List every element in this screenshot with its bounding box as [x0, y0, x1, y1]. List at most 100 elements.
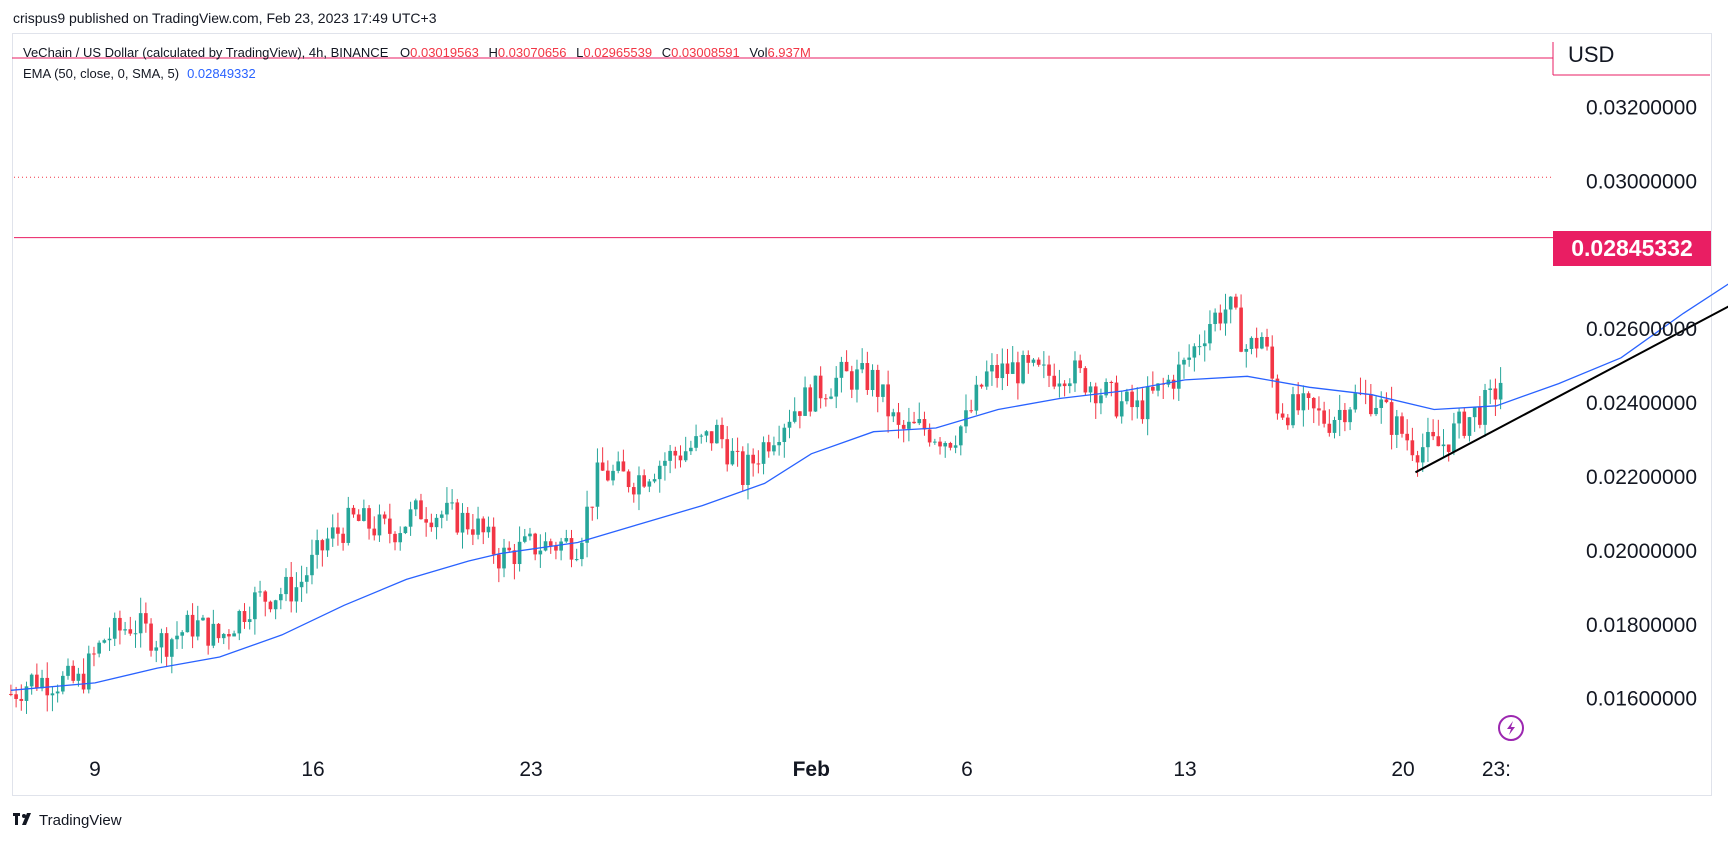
candle-body[interactable]: [76, 673, 81, 681]
candle-body[interactable]: [330, 527, 335, 539]
candle-body[interactable]: [543, 541, 548, 551]
candle-body[interactable]: [1187, 357, 1191, 360]
candle-body[interactable]: [522, 536, 527, 542]
candle-body[interactable]: [1067, 383, 1072, 387]
candle-body[interactable]: [1016, 362, 1020, 384]
candle-body[interactable]: [995, 365, 999, 379]
candle-body[interactable]: [92, 653, 96, 655]
candle-body[interactable]: [1062, 383, 1067, 387]
candle-body[interactable]: [1130, 391, 1134, 408]
candle-body[interactable]: [1452, 423, 1456, 452]
candle-body[interactable]: [50, 693, 55, 696]
candle-body[interactable]: [1306, 393, 1311, 398]
candle-body[interactable]: [849, 371, 854, 390]
candle-body[interactable]: [818, 375, 823, 399]
candle-body[interactable]: [699, 435, 704, 437]
candle-body[interactable]: [761, 442, 766, 464]
candle-body[interactable]: [1431, 431, 1435, 437]
candle-body[interactable]: [943, 443, 948, 447]
candle-body[interactable]: [740, 451, 745, 485]
candle-body[interactable]: [398, 533, 403, 543]
candle-body[interactable]: [299, 581, 304, 588]
candle-body[interactable]: [958, 426, 963, 446]
candle-body[interactable]: [808, 387, 813, 412]
candle-body[interactable]: [1213, 312, 1217, 325]
candle-body[interactable]: [149, 623, 153, 651]
candle-body[interactable]: [97, 642, 101, 654]
candle-body[interactable]: [1296, 394, 1300, 411]
candle-body[interactable]: [24, 686, 29, 701]
candle-body[interactable]: [1176, 364, 1181, 389]
candle-body[interactable]: [1498, 382, 1503, 400]
candle-body[interactable]: [133, 633, 138, 635]
candle-body[interactable]: [631, 487, 636, 495]
candle-body[interactable]: [1026, 355, 1031, 363]
candle-body[interactable]: [289, 576, 294, 602]
candle-body[interactable]: [1171, 379, 1176, 389]
candle-body[interactable]: [1078, 360, 1082, 369]
candle-body[interactable]: [1036, 359, 1041, 365]
candle-body[interactable]: [886, 384, 890, 417]
candle-body[interactable]: [626, 471, 631, 488]
candle-body[interactable]: [647, 481, 652, 487]
candle-body[interactable]: [118, 617, 122, 631]
candle-body[interactable]: [486, 526, 491, 533]
candle-body[interactable]: [834, 377, 839, 397]
candle-body[interactable]: [979, 384, 984, 387]
candle-body[interactable]: [829, 396, 833, 399]
candle-body[interactable]: [1332, 419, 1337, 433]
candle-body[interactable]: [720, 424, 724, 440]
ema-line[interactable]: [10, 236, 1728, 691]
candle-body[interactable]: [460, 512, 465, 533]
candle-body[interactable]: [367, 508, 371, 529]
candle-body[interactable]: [865, 363, 870, 391]
candle-body[interactable]: [1394, 416, 1399, 435]
candle-body[interactable]: [1099, 395, 1103, 404]
candle-body[interactable]: [481, 518, 486, 533]
candle-body[interactable]: [1254, 337, 1259, 349]
candle-body[interactable]: [657, 465, 662, 480]
candle-body[interactable]: [1052, 375, 1057, 387]
candle-body[interactable]: [606, 470, 610, 481]
candle-body[interactable]: [787, 421, 792, 428]
candle-body[interactable]: [953, 445, 958, 448]
candle-body[interactable]: [548, 541, 553, 546]
candle-body[interactable]: [730, 450, 735, 465]
candle-body[interactable]: [974, 384, 979, 411]
candle-body[interactable]: [1353, 393, 1358, 410]
candle-body[interactable]: [273, 600, 278, 610]
candle-body[interactable]: [279, 594, 283, 601]
candle-body[interactable]: [678, 455, 683, 461]
candle-body[interactable]: [258, 591, 262, 593]
candle-body[interactable]: [372, 528, 377, 536]
candle-body[interactable]: [1057, 383, 1062, 387]
candle-body[interactable]: [569, 538, 574, 560]
candle-body[interactable]: [253, 592, 257, 620]
candle-body[interactable]: [388, 518, 392, 534]
candle-body[interactable]: [1140, 400, 1145, 420]
candle-body[interactable]: [439, 514, 444, 518]
candle-body[interactable]: [180, 632, 185, 636]
candle-body[interactable]: [434, 517, 439, 528]
candle-body[interactable]: [1135, 400, 1140, 408]
candle-body[interactable]: [1042, 364, 1046, 366]
candle-body[interactable]: [123, 629, 127, 631]
candle-body[interactable]: [611, 470, 615, 481]
candle-body[interactable]: [1457, 411, 1461, 424]
candle-body[interactable]: [341, 533, 345, 543]
candle-body[interactable]: [1151, 386, 1155, 391]
candle-body[interactable]: [673, 450, 678, 456]
candle-body[interactable]: [933, 441, 937, 443]
candle-body[interactable]: [668, 450, 672, 461]
candle-body[interactable]: [1031, 359, 1036, 363]
candle-body[interactable]: [746, 454, 750, 485]
candle-body[interactable]: [1109, 381, 1114, 383]
candle-body[interactable]: [1010, 362, 1015, 374]
candle-body[interactable]: [491, 526, 496, 555]
candle-body[interactable]: [284, 576, 288, 595]
candle-body[interactable]: [164, 633, 169, 657]
candle-body[interactable]: [1462, 411, 1467, 436]
candle-body[interactable]: [621, 461, 626, 472]
candle-body[interactable]: [138, 613, 143, 634]
